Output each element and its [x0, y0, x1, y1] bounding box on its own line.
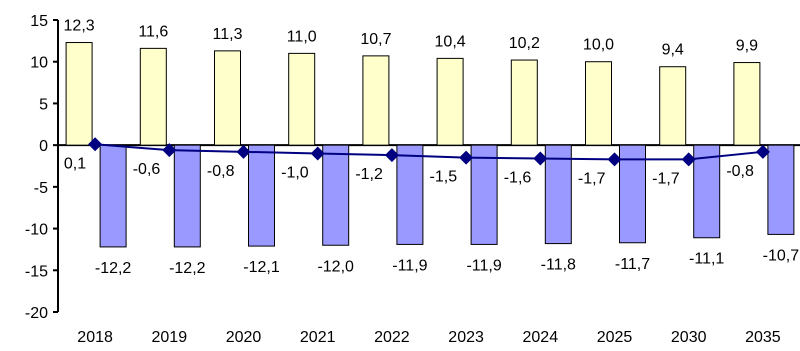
bars-layer: [65, 42, 795, 248]
net-point-marker: [88, 137, 103, 152]
bar-negative: [99, 144, 127, 248]
bar-positive: [214, 50, 241, 146]
bar-negative: [619, 144, 646, 244]
bar-positive: [139, 47, 167, 146]
bar-negative: [248, 144, 275, 247]
bar-positive-label: 10,4: [435, 33, 466, 50]
bar-positive: [362, 55, 390, 146]
net-point-marker: [607, 152, 622, 167]
bar-positive-label: 9,9: [736, 38, 758, 55]
x-tick-label: 2025: [597, 329, 633, 346]
y-tick-label: 15: [30, 13, 48, 30]
bar-negative-label: -12,2: [95, 260, 132, 277]
x-tick-label: 2022: [374, 329, 410, 346]
net-point-marker: [681, 152, 696, 167]
net-series-line: [95, 143, 764, 161]
net-point-label: 0,1: [64, 155, 86, 172]
net-point-label: -1,7: [578, 170, 606, 187]
bar-negative: [544, 144, 572, 245]
x-tick-label: 2030: [671, 329, 707, 346]
bar-positive: [659, 66, 687, 146]
net-point-marker: [162, 143, 177, 158]
net-point-label: -0,6: [133, 161, 161, 178]
bar-positive-label: 10,0: [583, 37, 614, 54]
net-point-label: -1,5: [430, 169, 458, 186]
x-tick-label: 2018: [77, 329, 113, 346]
bar-negative: [322, 144, 350, 246]
net-point-label: -1,6: [504, 169, 532, 186]
bar-negative-label: -12,2: [169, 260, 206, 277]
x-tick-label: 2021: [300, 329, 336, 346]
bar-negative-label: -12,0: [317, 258, 354, 275]
net-point-marker: [236, 144, 251, 159]
net-point-label: -1,2: [355, 166, 383, 183]
bar-negative: [396, 144, 424, 245]
x-tick-label: 2019: [152, 329, 188, 346]
net-point-label: -1,7: [652, 170, 680, 187]
bar-negative-label: -11,7: [615, 256, 650, 273]
bar-positive-label: 10,2: [509, 35, 540, 52]
bar-positive-label: 9,4: [662, 42, 684, 59]
bar-positive: [510, 59, 538, 146]
bar-positive: [288, 52, 316, 146]
bar-negative-label: -12,1: [243, 259, 280, 276]
net-point-marker: [755, 144, 770, 159]
bar-positive: [585, 61, 612, 146]
net-point-label: -0,8: [207, 163, 235, 180]
bar-positive: [65, 42, 93, 146]
bar-negative: [693, 144, 721, 239]
y-tick-label: 5: [39, 96, 48, 113]
y-tick-label: -15: [25, 263, 48, 280]
y-tick-label: -10: [25, 222, 48, 239]
x-tick-label: 2035: [745, 329, 781, 346]
bar-negative-label: -11,8: [541, 257, 576, 274]
bar-positive-label: 11,3: [213, 26, 243, 43]
bar-negative-label: -11,9: [466, 257, 501, 274]
bar-positive: [733, 62, 761, 146]
bar-negative: [470, 144, 498, 245]
bar-positive-label: 11,0: [287, 28, 317, 45]
x-tick-label: 2020: [226, 329, 262, 346]
y-tick-label: -20: [25, 305, 48, 322]
bar-negative-label: -11,9: [392, 257, 427, 274]
labels-layer: 12,3 11,6 11,3 11,0 10,7 10,4 10,2 10,0 9,4 9,9 -1…: [64, 18, 800, 277]
bar-negative: [767, 144, 795, 235]
x-tick-label: 2023: [448, 329, 484, 346]
net-point-marker: [384, 148, 399, 163]
line-layer: [88, 137, 770, 167]
net-point-marker: [459, 150, 474, 165]
x-tick-label: 2024: [523, 329, 559, 346]
bar-positive: [436, 57, 464, 146]
bar-negative-label: -10,7: [763, 247, 800, 264]
bar-positive-label: 10,7: [360, 31, 391, 48]
axis-layer: 15 10 5 0 -5 -10 -15 -20 2018 2019 2020 2021 2022 202…: [25, 13, 800, 346]
net-point-marker: [310, 146, 325, 161]
net-point-label: -0,8: [726, 163, 754, 180]
net-point-marker: [533, 151, 548, 166]
bar-negative-label: -11,1: [689, 251, 724, 268]
y-tick-label: -5: [34, 180, 48, 197]
y-tick-label: 0: [39, 138, 48, 155]
net-point-label: -1,0: [281, 164, 309, 181]
bar-positive-label: 11,6: [138, 23, 168, 40]
bar-positive-label: 12,3: [64, 18, 95, 35]
bar-negative: [173, 144, 201, 248]
y-tick-label: 10: [30, 55, 48, 72]
